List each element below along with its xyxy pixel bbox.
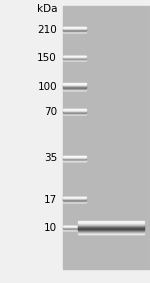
- Bar: [67, 6, 72, 269]
- Bar: [63, 85, 86, 86]
- Bar: [93, 6, 98, 269]
- Bar: [85, 6, 89, 269]
- Bar: [78, 231, 144, 232]
- Bar: [80, 6, 85, 269]
- Bar: [63, 89, 86, 90]
- Bar: [78, 225, 144, 226]
- Text: 210: 210: [37, 25, 57, 35]
- Bar: [63, 6, 67, 269]
- Text: 100: 100: [37, 82, 57, 92]
- Text: 10: 10: [44, 223, 57, 233]
- Bar: [78, 232, 144, 233]
- Text: 150: 150: [37, 53, 57, 63]
- Bar: [78, 229, 144, 230]
- Bar: [137, 6, 141, 269]
- Bar: [78, 227, 144, 228]
- Bar: [63, 6, 150, 269]
- Bar: [106, 6, 111, 269]
- Bar: [141, 6, 146, 269]
- Bar: [63, 83, 86, 84]
- Bar: [89, 6, 93, 269]
- Bar: [78, 223, 144, 224]
- Bar: [78, 224, 144, 225]
- Bar: [78, 228, 144, 229]
- Bar: [63, 88, 86, 89]
- Text: 70: 70: [44, 107, 57, 117]
- Bar: [146, 6, 150, 269]
- Bar: [120, 6, 124, 269]
- Text: kDa: kDa: [36, 4, 57, 14]
- Bar: [98, 6, 102, 269]
- Text: 35: 35: [44, 153, 57, 164]
- Bar: [76, 6, 80, 269]
- Bar: [124, 6, 128, 269]
- Bar: [63, 90, 86, 91]
- Bar: [72, 6, 76, 269]
- Bar: [63, 86, 86, 87]
- Bar: [63, 84, 86, 85]
- Bar: [111, 6, 115, 269]
- Bar: [115, 6, 120, 269]
- Bar: [102, 6, 106, 269]
- Bar: [78, 233, 144, 234]
- Bar: [78, 222, 144, 223]
- Bar: [78, 221, 144, 222]
- Bar: [63, 87, 86, 88]
- Bar: [78, 226, 144, 227]
- Bar: [133, 6, 137, 269]
- Text: 17: 17: [44, 194, 57, 205]
- Bar: [78, 230, 144, 231]
- Bar: [128, 6, 133, 269]
